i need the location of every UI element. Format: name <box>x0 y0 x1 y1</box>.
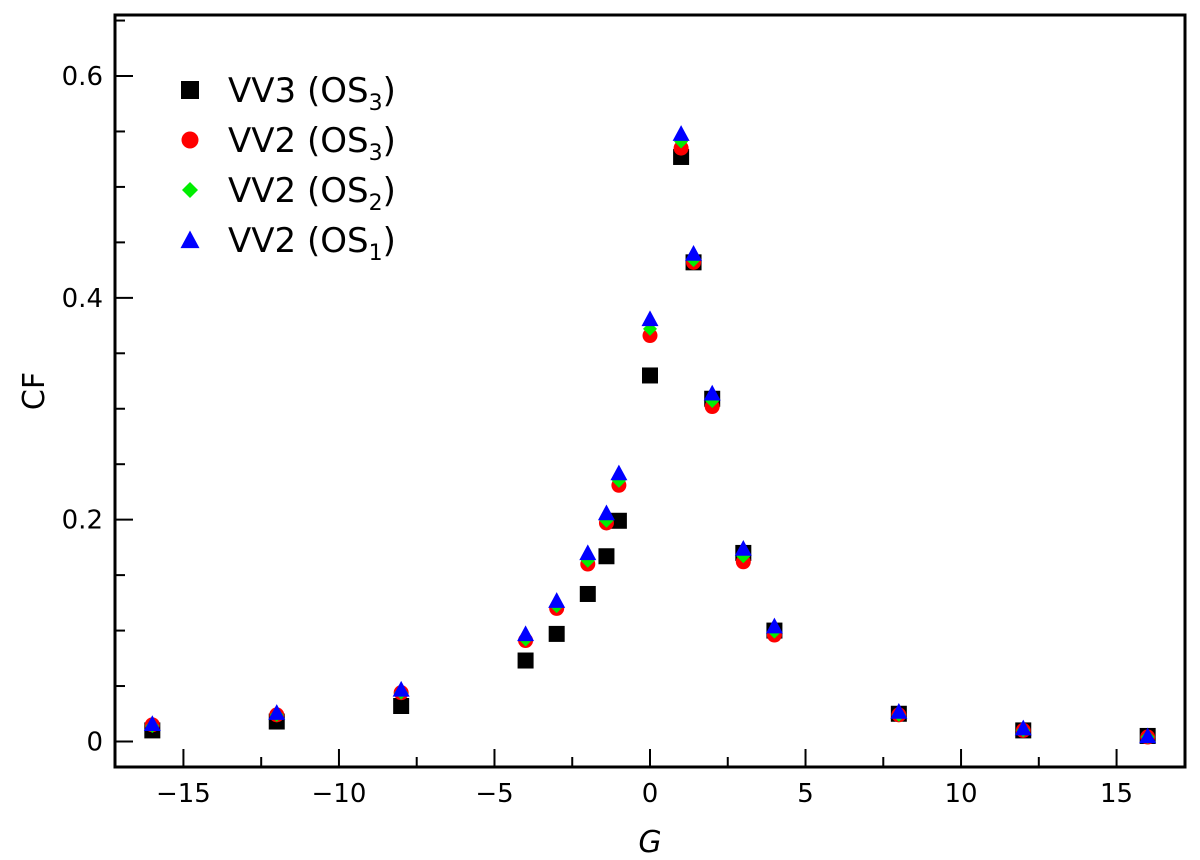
x-axis: −15 −10 −5 0 5 10 15 <box>156 749 1133 809</box>
triangle-data-point <box>765 617 783 634</box>
legend-square-marker <box>181 81 199 99</box>
triangle-data-point <box>143 715 161 731</box>
square-data-point <box>579 585 596 602</box>
triangle-data-point <box>610 464 628 481</box>
triangle-data-point <box>703 384 721 401</box>
x-tick-label: 15 <box>1100 779 1133 809</box>
y-tick-label: 0.4 <box>62 284 103 314</box>
y-tick-label: 0.6 <box>62 62 103 92</box>
legend-label: VV2 (OS1) <box>228 221 396 266</box>
triangle-data-point <box>517 625 535 642</box>
triangle-data-point <box>641 310 659 327</box>
x-axis-label: G <box>638 825 661 860</box>
triangle-data-point <box>548 592 566 608</box>
square-data-point <box>642 367 658 384</box>
data-points <box>143 125 1157 745</box>
series-3 <box>143 125 1157 744</box>
triangle-data-point <box>1139 727 1157 744</box>
y-tick-label: 0 <box>86 727 103 757</box>
square-data-point <box>598 548 615 565</box>
x-tick-label: −10 <box>312 779 367 809</box>
legend-label: VV2 (OS3) <box>228 121 396 166</box>
triangle-data-point <box>268 704 286 720</box>
legend-circle-marker <box>181 131 199 149</box>
x-tick-label: −5 <box>475 779 513 809</box>
x-tick-label: −15 <box>156 779 211 809</box>
y-axis-label: CF <box>17 372 52 410</box>
legend-diamond-marker <box>182 182 198 198</box>
triangle-data-point <box>672 125 690 141</box>
x-tick-label: 10 <box>944 779 977 809</box>
x-tick-label: 5 <box>797 779 814 809</box>
square-data-point <box>548 625 565 642</box>
x-tick-label: 0 <box>642 779 659 809</box>
triangle-data-point <box>392 680 410 697</box>
square-data-point <box>610 512 627 529</box>
legend-label: VV2 (OS2) <box>228 171 396 216</box>
triangle-data-point <box>597 504 615 521</box>
triangle-data-point <box>734 539 752 556</box>
legend-triangle-marker <box>180 230 200 249</box>
legend-label: VV3 (OS3) <box>228 71 396 116</box>
square-data-point <box>517 652 534 669</box>
legend: VV3 (OS3) VV2 (OS3) VV2 (OS2) VV2 (OS1) <box>180 71 396 266</box>
triangle-data-point <box>1014 719 1032 736</box>
triangle-data-point <box>685 244 703 261</box>
y-tick-label: 0.2 <box>62 506 103 536</box>
triangle-data-point <box>579 544 597 561</box>
square-data-point <box>393 697 410 714</box>
triangle-data-point <box>890 703 908 719</box>
y-axis: 0 0.2 0.4 0.6 <box>62 19 133 757</box>
